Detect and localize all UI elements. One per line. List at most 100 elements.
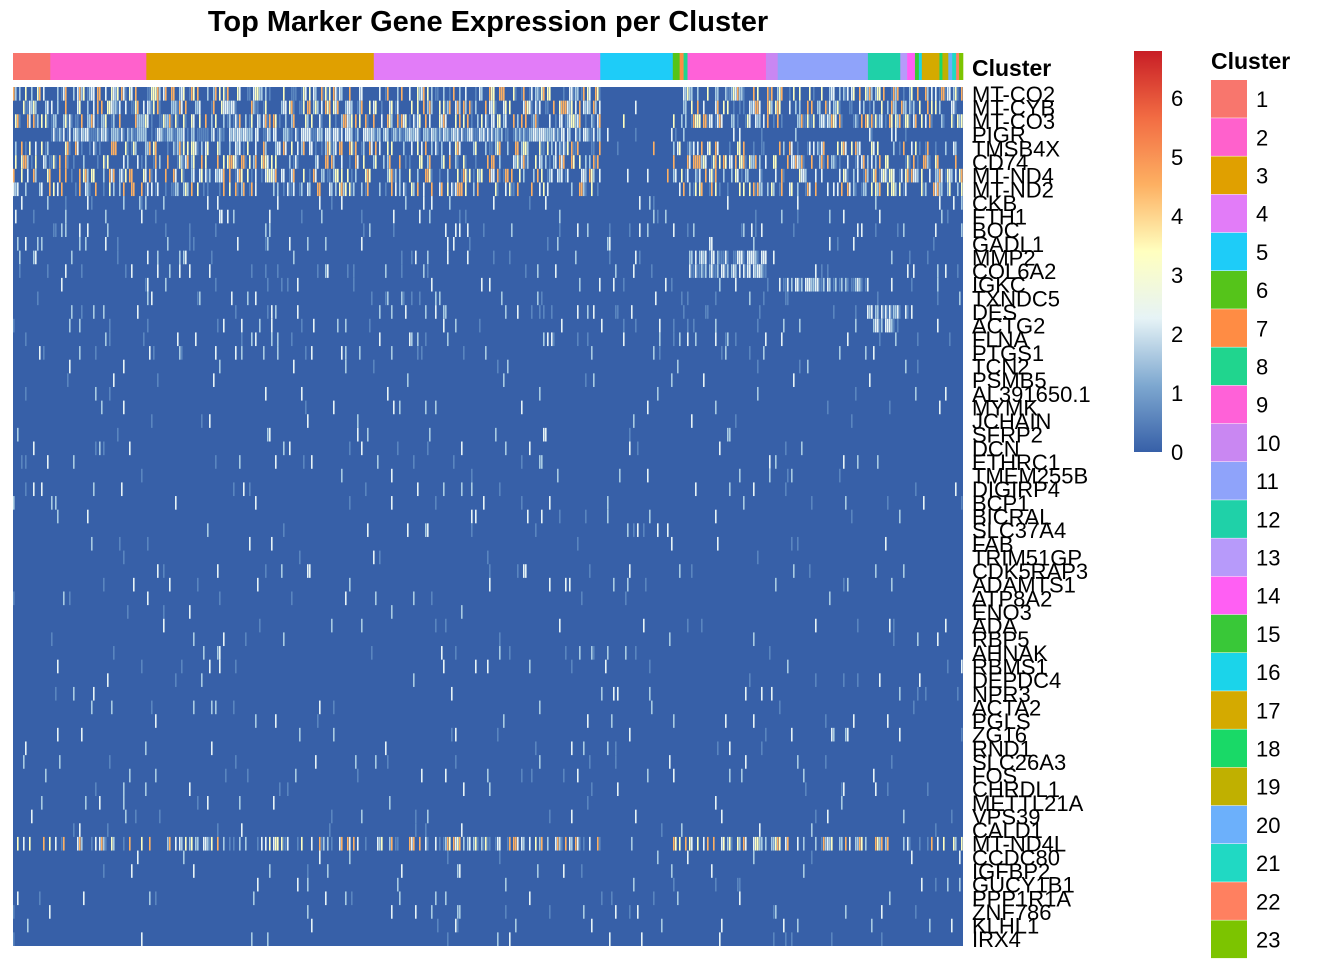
gene-label: PPP1R1A [972,886,1071,911]
gene-label: TMSB4X [972,136,1060,161]
legend-label-cluster-6: 6 [1256,278,1268,303]
annotation-segment-cluster-22 [956,53,960,80]
legend-swatch-cluster-11 [1211,462,1247,500]
gene-label: MT-ND4L [972,832,1066,857]
gene-label: PTGS1 [972,341,1044,366]
gene-label: DES [972,300,1017,325]
legend-label-cluster-15: 15 [1256,622,1280,647]
legend-swatch-cluster-22 [1211,882,1247,920]
legend-label-cluster-10: 10 [1256,431,1280,456]
scale-tick-label: 1 [1171,381,1183,406]
annotation-segment-cluster-7 [679,53,684,80]
scale-tick-label: 3 [1171,263,1183,288]
gene-label: PGLS [972,709,1031,734]
gene-label: CDK5RAP3 [972,559,1088,584]
legend-label-cluster-16: 16 [1256,660,1280,685]
legend-label-cluster-14: 14 [1256,584,1280,609]
gene-label: RND1 [972,736,1032,761]
legend-label-cluster-9: 9 [1256,393,1268,418]
gene-label: RBP5 [972,627,1029,652]
cluster-legend-title: Cluster [1211,48,1290,74]
gene-label: PIGR [972,123,1026,148]
scale-tick-label: 4 [1171,204,1183,229]
legend-label-cluster-20: 20 [1256,813,1280,838]
gene-label: ADAMTS1 [972,573,1076,598]
gene-label: TRIM51GP [972,545,1082,570]
gene-label: COL6A2 [972,259,1056,284]
legend-swatch-cluster-1 [1211,80,1247,118]
legend-swatch-cluster-6 [1211,271,1247,309]
legend-label-cluster-19: 19 [1256,775,1280,800]
gene-label: MT-CYB [972,95,1055,120]
legend-label-cluster-4: 4 [1256,202,1268,227]
legend-swatch-cluster-15 [1211,614,1247,653]
legend-label-cluster-1: 1 [1256,87,1268,112]
gene-label: MMP2 [972,245,1036,270]
legend-label-cluster-18: 18 [1256,737,1280,762]
annotation-segment-cluster-12 [867,53,901,80]
gene-label: FLNA [972,327,1029,352]
legend-swatch-cluster-8 [1211,347,1247,386]
gene-label: KLHL1 [972,914,1039,939]
gene-label: IRX4 [972,927,1021,952]
gene-label: FTH1 [972,205,1027,230]
legend-swatch-cluster-14 [1211,576,1247,615]
legend-swatch-cluster-3 [1211,156,1247,195]
gene-label: IGKC [972,273,1026,298]
legend-label-cluster-23: 23 [1256,928,1280,953]
gene-label: MT-CO2 [972,82,1055,107]
gene-label: IGFBP2 [972,859,1050,884]
scale-tick-label: 0 [1171,440,1183,465]
gene-label: CD74 [972,150,1028,175]
legend-label-cluster-22: 22 [1256,889,1280,914]
annotation-segment-cluster-6 [672,53,680,80]
gene-label: TCN2 [972,355,1029,380]
legend-swatch-cluster-21 [1211,844,1247,882]
gene-label: RBMS1 [972,654,1048,679]
legend-swatch-cluster-18 [1211,729,1247,768]
gene-label: MYMK [972,395,1038,420]
scale-tick-label: 2 [1171,322,1183,347]
legend-label-cluster-3: 3 [1256,164,1268,189]
gene-label: DEPDC4 [972,668,1061,693]
gene-label: ZNF786 [972,900,1051,925]
scale-tick-label: 6 [1171,86,1183,111]
annotation-segment-cluster-20 [948,53,953,80]
gene-label: METTL21A [972,791,1084,816]
gene-label: JCHAIN [972,409,1051,434]
annotation-segment-cluster-1 [13,53,51,80]
legend-swatch-cluster-9 [1211,385,1247,424]
gene-label: TMEM255B [972,464,1088,489]
gene-label: BICRAL [972,505,1051,530]
gene-label: ENO3 [972,600,1032,625]
legend-swatch-cluster-23 [1211,920,1247,959]
gene-label: CCDC80 [972,845,1060,870]
legend-swatch-cluster-10 [1211,423,1247,462]
gene-label: CKB [972,191,1017,216]
annotation-row-label: Cluster [972,55,1051,81]
scale-tick-label: 5 [1171,145,1183,170]
gene-label: CALD1 [972,818,1043,843]
gene-label: FAB [972,532,1014,557]
annotation-segment-cluster-18 [939,53,943,80]
legend-label-cluster-17: 17 [1256,698,1280,723]
annotation-segment-cluster-15 [914,53,920,80]
legend-swatch-cluster-2 [1211,118,1247,156]
annotation-segment-cluster-2 [50,53,147,80]
chart-title: Top Marker Gene Expression per Cluster [208,6,768,38]
annotation-segment-cluster-8 [683,53,688,80]
annotation-segment-cluster-10 [765,53,779,80]
legend-label-cluster-2: 2 [1256,125,1268,150]
heatmap-background [13,87,963,946]
gene-label: ZG16 [972,723,1027,748]
annotation-segment-cluster-5 [600,53,674,80]
gene-label: GADL1 [972,232,1044,257]
heatmap-body [13,87,963,946]
gene-label: FOS [972,764,1017,789]
legend-swatch-cluster-5 [1211,232,1247,271]
legend-label-cluster-11: 11 [1256,469,1279,494]
legend-swatch-cluster-4 [1211,194,1247,233]
color-scale-legend: 0 1 2 3 4 5 6 [1134,51,1183,465]
